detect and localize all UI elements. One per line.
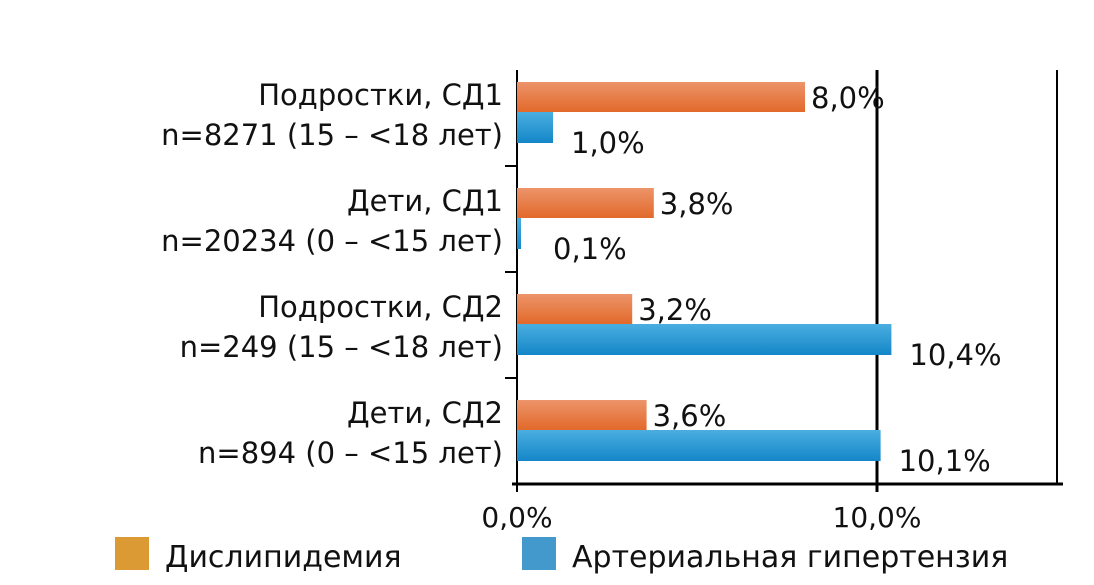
category-sublabel: n=8271 (15 – <18 лет) (161, 118, 503, 152)
bar-dyslipidemia (517, 294, 633, 324)
bar-hypertension (517, 218, 521, 249)
legend-label-0: Дислипидемия (165, 540, 402, 575)
value-label-hypertension: 10,4% (909, 338, 1001, 372)
x-tick-label: 0,0% (481, 501, 552, 534)
value-label-dyslipidemia: 3,8% (660, 187, 734, 221)
legend-label-1: Артериальная гипертензия (572, 540, 1008, 575)
category-label: Подростки, СД2 (258, 290, 503, 324)
value-label-dyslipidemia: 8,0% (811, 81, 885, 115)
bar-dyslipidemia (517, 400, 647, 430)
value-label-hypertension: 1,0% (571, 126, 645, 160)
value-label-dyslipidemia: 3,6% (653, 399, 727, 433)
category-sublabel: n=894 (0 – <15 лет) (198, 436, 503, 470)
value-label-dyslipidemia: 3,2% (638, 293, 712, 327)
category-sublabel: n=249 (15 – <18 лет) (180, 330, 503, 364)
category-sublabel: n=20234 (0 – <15 лет) (161, 224, 503, 258)
category-label: Дети, СД2 (347, 396, 503, 430)
legend-swatch-0 (115, 537, 149, 570)
category-label: Дети, СД1 (347, 184, 503, 218)
bar-hypertension (517, 430, 881, 461)
bar-dyslipidemia (517, 82, 805, 112)
bar-dyslipidemia (517, 188, 654, 218)
x-tick-label: 10,0% (833, 501, 922, 534)
bar-hypertension (517, 324, 892, 355)
category-label: Подростки, СД1 (258, 78, 503, 112)
bar-hypertension (517, 112, 553, 143)
value-label-hypertension: 0,1% (553, 232, 627, 266)
value-label-hypertension: 10,1% (899, 444, 991, 478)
legend-swatch-1 (522, 537, 556, 570)
